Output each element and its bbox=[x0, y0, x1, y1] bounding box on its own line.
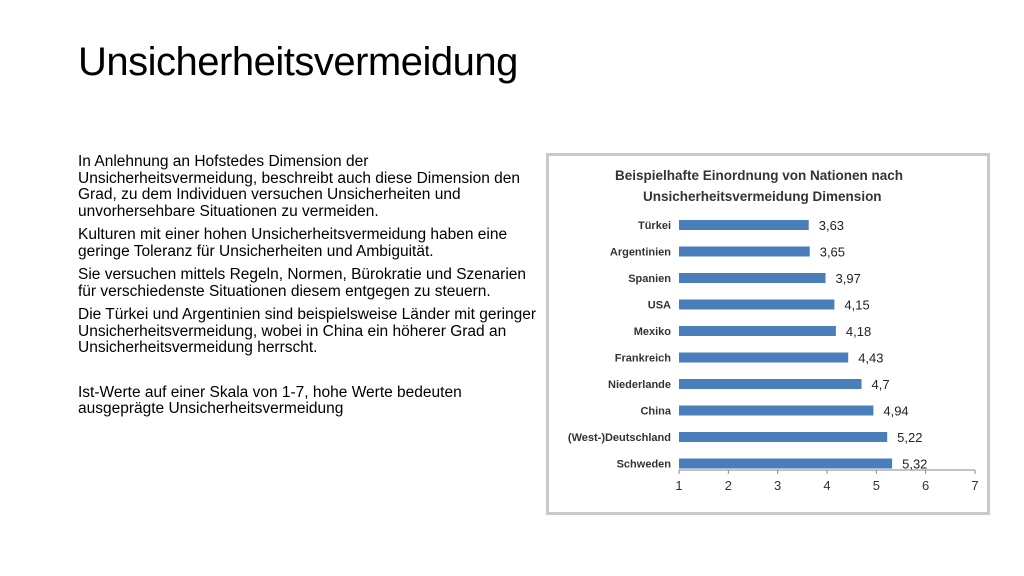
category-label: Spanien bbox=[628, 273, 671, 285]
bars-layer: Türkei 3,63 Argentinien 3,65 Spanien 3,97 USA 4… bbox=[568, 218, 928, 472]
value-label: 4,15 bbox=[844, 298, 869, 313]
slide-title: Unsicherheitsvermeidung bbox=[78, 40, 518, 84]
value-label: 4,43 bbox=[858, 351, 883, 366]
category-label: USA bbox=[648, 300, 671, 312]
bar bbox=[679, 220, 809, 230]
value-label: 5,32 bbox=[902, 457, 927, 472]
x-tick-label: 5 bbox=[873, 478, 880, 493]
value-label: 3,65 bbox=[820, 245, 845, 260]
bar-chart: Beispielhafte Einordnung von Nationen na… bbox=[568, 168, 979, 493]
paragraph: Sie versuchen mittels Regeln, Normen, Bü… bbox=[78, 266, 527, 300]
value-label: 4,94 bbox=[883, 404, 908, 419]
bar bbox=[679, 246, 810, 257]
category-label: Schweden bbox=[617, 459, 672, 471]
value-label: 5,22 bbox=[897, 430, 922, 445]
value-label: 3,63 bbox=[819, 218, 844, 233]
bar bbox=[679, 273, 826, 283]
category-label: Mexiko bbox=[634, 326, 672, 338]
value-label: 4,7 bbox=[872, 377, 890, 392]
category-label: Argentinien bbox=[610, 247, 671, 259]
chart-title-line-2: Unsicherheitsvermeidung Dimension bbox=[643, 189, 882, 204]
bar bbox=[679, 299, 835, 310]
category-label: Türkei bbox=[638, 220, 671, 232]
scale-note: Ist-Werte auf einer Skala von 1-7, hohe … bbox=[78, 383, 462, 417]
paragraph: Die Türkei und Argentinien sind beispiel… bbox=[78, 306, 537, 356]
bar bbox=[679, 352, 849, 363]
bar bbox=[679, 379, 862, 389]
x-tick-label: 1 bbox=[675, 478, 682, 493]
bar bbox=[679, 432, 888, 442]
value-label: 4,18 bbox=[846, 324, 871, 339]
category-label: China bbox=[640, 406, 671, 418]
x-tick-label: 4 bbox=[823, 478, 830, 493]
value-label: 3,97 bbox=[836, 271, 861, 286]
x-tick-label: 2 bbox=[725, 478, 732, 493]
category-label: Frankreich bbox=[615, 353, 672, 365]
paragraph: Kulturen mit einer hohen Unsicherheitsve… bbox=[78, 226, 508, 260]
paragraph: In Anlehnung an Hofstedes Dimension der … bbox=[78, 153, 520, 220]
category-label: Niederlande bbox=[608, 379, 671, 391]
chart-title-line-1: Beispielhafte Einordnung von Nationen na… bbox=[615, 168, 903, 183]
category-label: (West-)Deutschland bbox=[568, 432, 671, 444]
body-text: In Anlehnung an Hofstedes Dimension der … bbox=[78, 153, 540, 425]
bar bbox=[679, 458, 893, 469]
x-tick-label: 6 bbox=[922, 478, 929, 493]
x-tick-label: 3 bbox=[774, 478, 781, 493]
x-tick-label: 7 bbox=[971, 478, 978, 493]
bar bbox=[679, 405, 874, 416]
bar bbox=[679, 326, 836, 336]
x-axis-ticks: 1 2 3 4 5 6 7 bbox=[675, 470, 979, 493]
chart-image-frame: Beispielhafte Einordnung von Nationen na… bbox=[546, 153, 990, 515]
